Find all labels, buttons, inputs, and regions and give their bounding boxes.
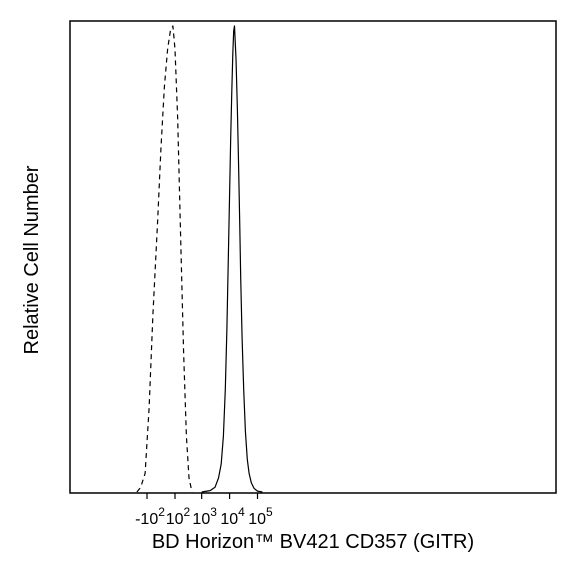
x-tick-label-base: 10 [166, 511, 184, 528]
x-tick-label-base: -10 [135, 511, 158, 528]
series-line-dashed [136, 25, 193, 493]
x-tick-label-exponent: 5 [266, 505, 273, 519]
series-line-solid [201, 25, 263, 493]
x-tick-label-base: 10 [192, 511, 210, 528]
x-axis-ticks: -102 102 103 104 105 [135, 493, 273, 528]
series-group [136, 25, 263, 493]
x-tick-label: -102 [135, 505, 165, 528]
x-tick-label-base: 10 [248, 511, 266, 528]
x-tick-label: 102 [166, 505, 191, 528]
x-tick-label: 104 [220, 505, 245, 528]
x-tick-label-exponent: 4 [238, 505, 245, 519]
y-axis-label: Relative Cell Number [21, 165, 43, 354]
x-tick-label: 105 [248, 505, 273, 528]
x-tick-label-exponent: 2 [184, 505, 191, 519]
plot-frame [69, 20, 557, 494]
x-tick-label-exponent: 2 [158, 505, 165, 519]
x-tick-label-exponent: 3 [210, 505, 217, 519]
x-tick-label-base: 10 [220, 511, 238, 528]
x-tick-label: 103 [192, 505, 217, 528]
x-axis-label: BD Horizon™ BV421 CD357 (GITR) [152, 531, 474, 553]
